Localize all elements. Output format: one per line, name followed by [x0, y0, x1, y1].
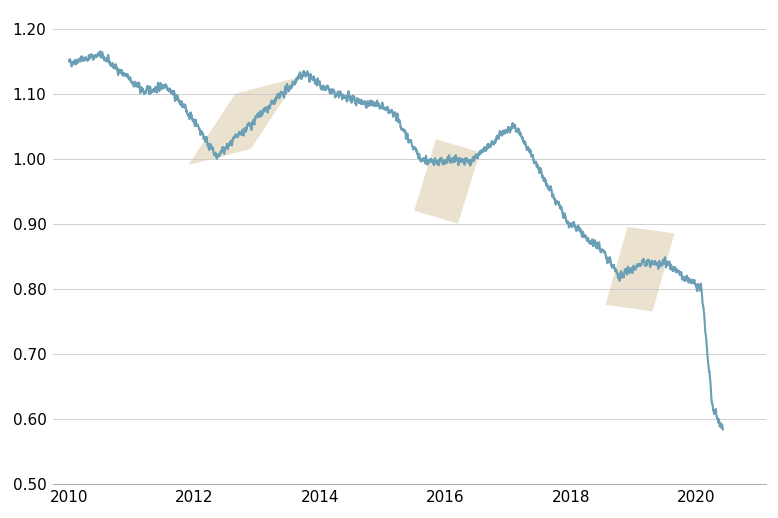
Polygon shape [605, 227, 675, 311]
Polygon shape [414, 139, 480, 224]
Polygon shape [188, 78, 298, 165]
